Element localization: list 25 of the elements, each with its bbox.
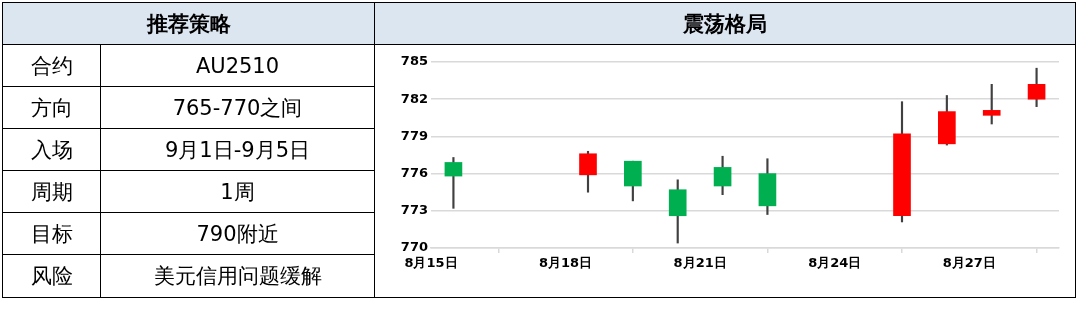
text: 合约 (3, 45, 101, 86)
y-tick-label: 773 (400, 202, 428, 218)
y-tick-label: 770 (400, 239, 428, 255)
text: 周期 (3, 171, 101, 212)
x-tick-label: 8月24日 (808, 255, 862, 271)
text: 美元信用问题缓解 (152, 263, 323, 290)
text: 790附近 (195, 220, 280, 248)
y-tick-label: 779 (400, 127, 428, 143)
text: 风险 (3, 255, 101, 297)
y-tick-label: 782 (400, 90, 428, 106)
text: 目标 (3, 213, 101, 254)
text: 推荐策略 (3, 3, 374, 45)
x-tick-label: 8月27日 (942, 255, 996, 271)
x-tick-label: 8月18日 (539, 255, 593, 271)
x-tick-label: 8月21日 (673, 255, 727, 271)
chart-title: 震荡格局 (375, 3, 1075, 45)
y-tick-label: 785 (400, 53, 428, 69)
text: AU2510 (194, 52, 281, 80)
text: 入场 (3, 129, 101, 170)
text: 1周 (219, 178, 256, 206)
text: 方向 (3, 87, 101, 128)
text: 9月1日-9月5日 (164, 136, 311, 164)
text: 765-770之间 (171, 94, 304, 122)
x-tick-label: 8月15日 (404, 255, 458, 271)
y-tick-label: 776 (400, 164, 428, 180)
